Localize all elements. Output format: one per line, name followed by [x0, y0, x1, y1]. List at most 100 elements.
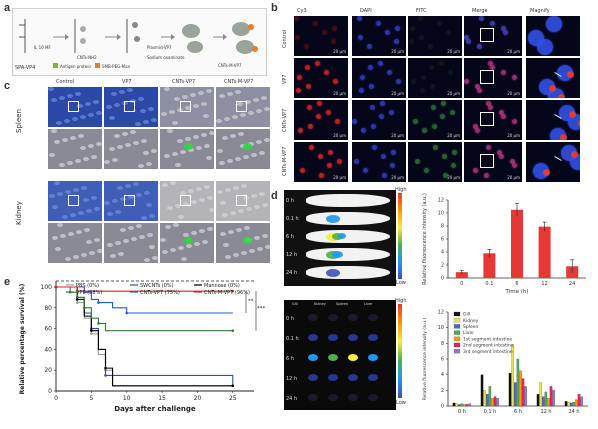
cell-blob — [352, 119, 357, 124]
tissue-texture — [235, 157, 241, 161]
tissue-texture — [162, 183, 168, 187]
cell-blob — [475, 128, 480, 133]
tissue-texture — [198, 91, 204, 95]
tissue-texture — [196, 146, 202, 150]
tissue-image-r3-c1 — [104, 223, 158, 263]
survival-marker — [75, 298, 79, 301]
tissue-texture — [244, 226, 250, 230]
tissue-texture — [139, 235, 145, 239]
organ-signal — [328, 374, 338, 381]
tissue-texture — [237, 102, 243, 106]
cell-blob — [389, 110, 394, 115]
tissue-texture — [81, 186, 87, 190]
cell-blob — [501, 26, 506, 31]
cell-blob — [372, 145, 377, 150]
tissue-texture — [54, 140, 60, 144]
tissue-texture — [122, 101, 128, 105]
survival-marker — [125, 311, 129, 315]
cell-blob — [490, 21, 495, 26]
tissue-texture — [119, 90, 125, 94]
bar — [513, 382, 517, 407]
tissue-image-r3-c0 — [48, 223, 102, 263]
step-label-1: SPA-VP4 — [15, 65, 36, 71]
tissue-texture — [67, 161, 73, 165]
y-tick-label: 2 — [441, 263, 444, 269]
tissue-texture — [225, 188, 231, 192]
survival-series-line — [56, 286, 234, 386]
tissue-texture — [167, 206, 173, 210]
fish-silhouette — [306, 212, 390, 225]
survival-series-line — [56, 286, 233, 314]
tissue-texture — [138, 164, 144, 168]
tissue-texture — [118, 252, 124, 256]
tissue-texture — [243, 155, 249, 159]
x-tick-label: 10 — [123, 395, 131, 402]
scale-bar-label: 20 μm — [333, 91, 346, 96]
cell-blob — [486, 145, 491, 150]
tissue-texture — [253, 98, 259, 102]
cell-blob — [317, 101, 322, 106]
x-tick-label: 24 h — [568, 409, 579, 415]
confocal-image-r3-c3: 20 μm — [464, 142, 522, 182]
bar — [452, 402, 456, 407]
timepoint-label: 6 h — [286, 234, 294, 240]
cell-blob — [439, 61, 444, 66]
timepoint-label: 0.1 h — [286, 336, 299, 342]
organ-signal — [368, 314, 378, 321]
tissue-texture — [191, 231, 197, 235]
cell-blob — [333, 79, 338, 84]
tissue-image-r2-c3 — [216, 181, 270, 221]
confocal-image-r2-c0: 20 μm — [294, 100, 348, 140]
tissue-texture — [167, 129, 173, 133]
tissue-texture — [62, 138, 68, 142]
tissue-texture — [55, 247, 61, 251]
schematic-diagram — [19, 19, 258, 68]
tissue-texture — [49, 194, 55, 198]
organ-signal — [348, 334, 358, 341]
tissue-texture — [143, 120, 149, 124]
tissue-texture — [169, 110, 175, 114]
tissue-texture — [112, 199, 118, 203]
bar — [549, 386, 553, 407]
legend-smb: SMB-PEG-Man — [102, 64, 131, 69]
step-label-3: CNTs-NH2 — [77, 55, 97, 60]
y-tick-label: 100 — [41, 284, 53, 291]
tissue-texture — [160, 238, 166, 242]
timepoint-label: 12 h — [286, 252, 298, 258]
c-row-kidney: Kidney — [15, 201, 23, 225]
cell-blob — [335, 119, 340, 124]
tissue-texture — [175, 204, 181, 208]
signal-hotspot — [338, 233, 346, 239]
legend-swatch — [453, 324, 461, 329]
panel-label-d: d — [271, 190, 278, 202]
tissue-image-r1-c2 — [160, 129, 214, 169]
tissue-texture — [115, 241, 121, 245]
tissue-grid: Control VP7 CNTs-VP7 CNTs-M-VP7 Spleen K… — [12, 77, 272, 267]
tissue-texture — [220, 232, 226, 236]
confocal-image-r2-c4 — [526, 100, 580, 140]
tissue-texture — [219, 161, 225, 165]
tissue-image-r1-c1 — [104, 129, 158, 169]
zoom-box — [68, 101, 79, 112]
cell-blob — [432, 124, 437, 129]
tissue-texture — [225, 255, 231, 259]
x-axis-title: Time (h) — [505, 289, 529, 295]
tissue-texture — [216, 119, 222, 123]
legend-swatch — [453, 311, 461, 317]
colorbar-low-top: Low — [396, 280, 406, 286]
tissue-texture — [264, 107, 270, 111]
legend-label: SWCNTs (0%) — [140, 283, 174, 289]
tissue-texture — [122, 132, 128, 136]
tissue-texture — [109, 147, 115, 151]
tissue-texture — [65, 190, 71, 194]
tissue-texture — [110, 254, 116, 258]
confocal-image-r0-c3: 20 μm — [464, 16, 522, 56]
tissue-texture — [146, 203, 152, 207]
scale-bar-label: 20 μm — [391, 91, 404, 96]
y-tick-label: 8 — [441, 341, 444, 347]
organ-signal — [368, 334, 378, 341]
scale-bar-label: 20 μm — [447, 49, 460, 54]
y-tick-label: 6 — [441, 357, 444, 363]
legend-label: 1st segment intestine — [463, 336, 512, 342]
scale-bar-label: 20 μm — [391, 49, 404, 54]
